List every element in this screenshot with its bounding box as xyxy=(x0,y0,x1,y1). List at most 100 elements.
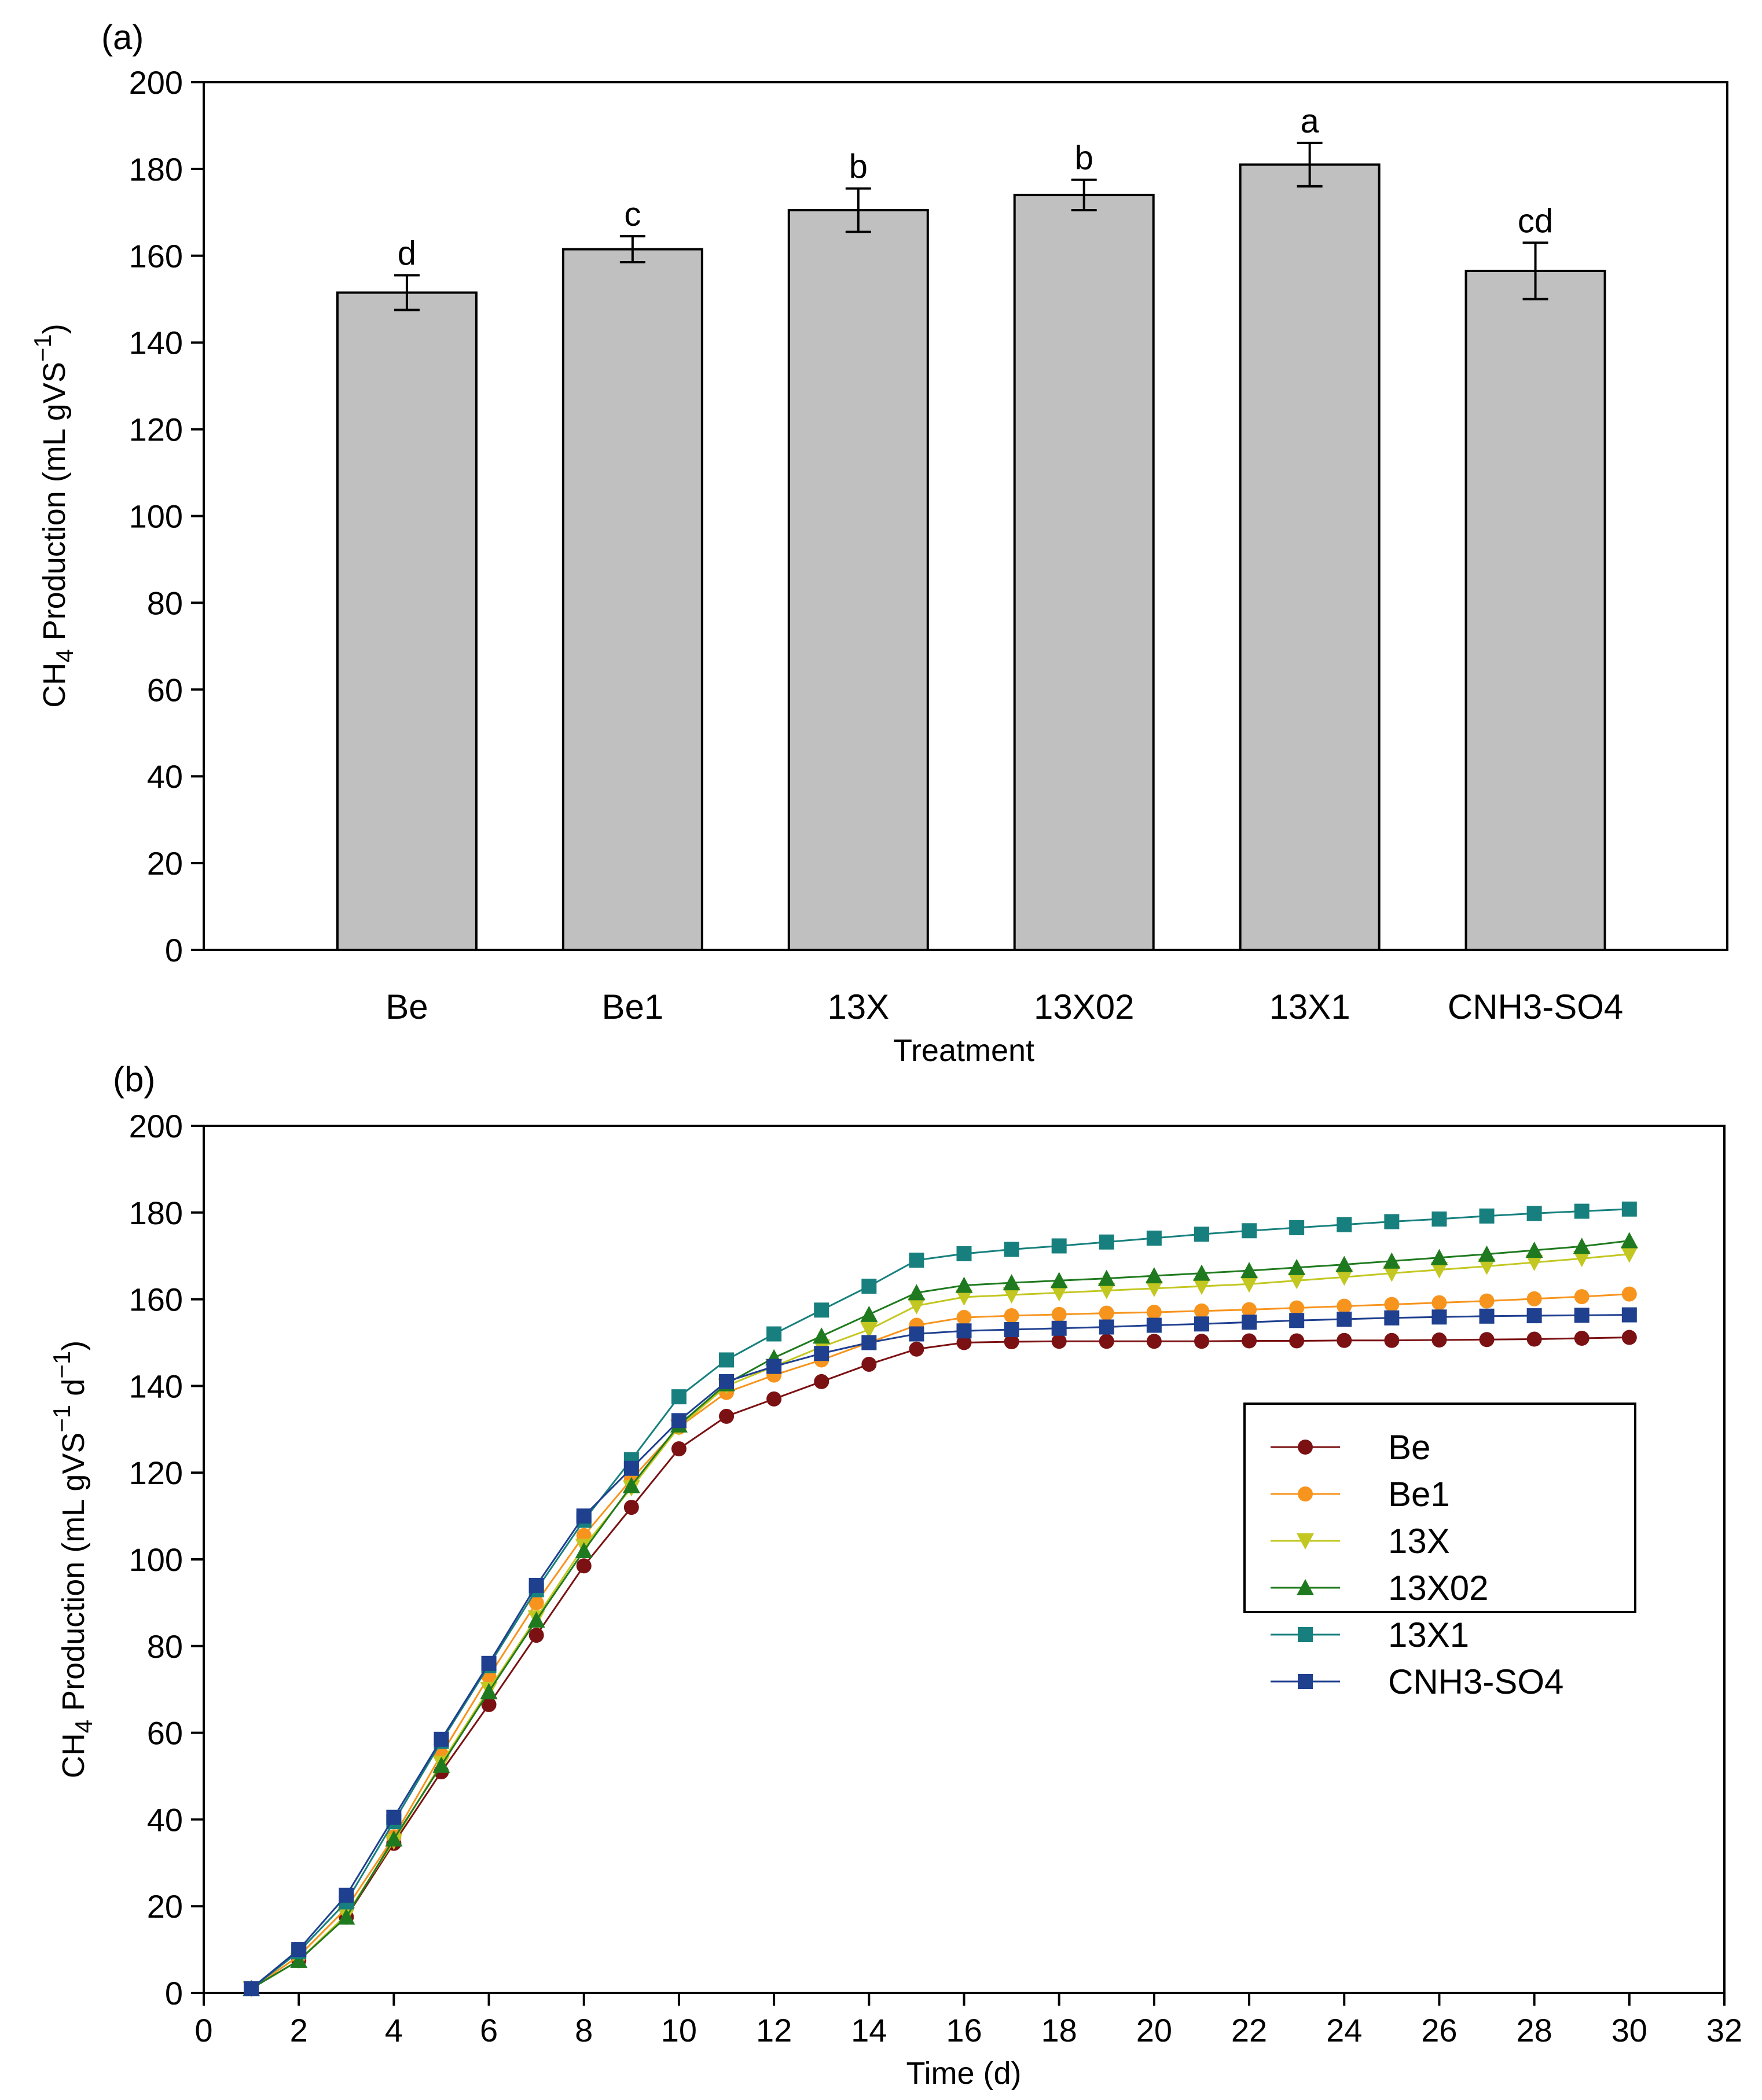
panel-b-y-tick-label: 20 xyxy=(147,1888,183,1925)
panel-b-y-tick-label: 200 xyxy=(129,1108,183,1144)
panel-a-y-axis-title: CH4 Production (mL gVS−1) xyxy=(29,324,78,707)
data-point xyxy=(1621,1201,1637,1217)
data-point xyxy=(481,1697,497,1712)
data-point xyxy=(1335,1269,1353,1286)
data-point xyxy=(1574,1203,1590,1219)
data-point xyxy=(1573,1251,1591,1268)
legend-box xyxy=(1243,1403,1636,1613)
data-point xyxy=(1146,1334,1162,1349)
data-point xyxy=(956,1246,972,1261)
bar xyxy=(336,291,478,952)
data-point xyxy=(1289,1333,1305,1349)
data-point xyxy=(1146,1317,1162,1333)
bar xyxy=(561,248,703,951)
legend-marker xyxy=(1297,1579,1314,1595)
data-point xyxy=(1097,1269,1115,1286)
bar xyxy=(1239,163,1381,951)
data-point xyxy=(1004,1242,1019,1257)
panel-b-series xyxy=(243,1201,1638,1998)
data-point xyxy=(1192,1279,1210,1295)
panel-a-category-label: CNH3-SO4 xyxy=(1448,987,1623,1026)
legend-label: 13X02 xyxy=(1388,1569,1489,1607)
data-point xyxy=(1621,1286,1637,1302)
data-point xyxy=(861,1279,877,1294)
data-point xyxy=(576,1508,592,1524)
panel-b-x-tick-label: 26 xyxy=(1421,2012,1457,2048)
data-point xyxy=(861,1335,877,1350)
panel-b-x-tick-label: 24 xyxy=(1326,2012,1362,2048)
legend-item: 13X1 xyxy=(1271,1616,1469,1654)
data-point xyxy=(956,1335,972,1350)
panel-a-category-label: 13X xyxy=(827,987,889,1026)
data-point xyxy=(623,1500,639,1515)
data-point xyxy=(861,1356,877,1372)
panel-b-y-tick-label: 140 xyxy=(129,1368,183,1404)
panel-b-x-tick-label: 4 xyxy=(385,2012,403,2048)
panel-b-x-tick-label: 30 xyxy=(1612,2012,1647,2048)
series-line xyxy=(251,1337,1629,1989)
data-point xyxy=(527,1611,545,1628)
panel-b-y-tick-label: 120 xyxy=(129,1455,183,1491)
panel-b-x-tick-label: 20 xyxy=(1136,2012,1172,2048)
data-point xyxy=(1337,1217,1352,1232)
data-point xyxy=(1479,1293,1495,1309)
data-point xyxy=(1337,1332,1352,1348)
data-point xyxy=(1242,1223,1257,1239)
series-line xyxy=(251,1314,1629,1989)
bar xyxy=(1013,193,1155,951)
series-line xyxy=(251,1253,1629,1989)
legend-marker xyxy=(1297,1533,1314,1550)
data-point xyxy=(244,1981,259,1996)
data-point xyxy=(575,1542,593,1559)
data-point xyxy=(1337,1312,1352,1327)
panel-a-y-axis: 0 20 40 60 80 100 120 140 160 180 200 xyxy=(129,64,204,968)
legend-marker xyxy=(1298,1486,1313,1501)
data-point xyxy=(622,1477,640,1493)
legend-item: 13X xyxy=(1271,1522,1450,1561)
data-point xyxy=(1384,1310,1400,1326)
data-point xyxy=(1289,1313,1305,1328)
series-be xyxy=(244,1330,1637,1996)
legend-label: 13X xyxy=(1388,1522,1450,1561)
data-point xyxy=(291,1942,307,1958)
data-point xyxy=(814,1302,829,1318)
data-point xyxy=(1384,1297,1400,1312)
data-point xyxy=(1430,1249,1448,1265)
panel-a-y-tick-label: 60 xyxy=(147,671,183,708)
data-point xyxy=(1620,1246,1638,1263)
data-point xyxy=(1335,1255,1353,1272)
legend-label: 13X1 xyxy=(1388,1616,1469,1654)
data-point xyxy=(1431,1332,1447,1348)
data-point xyxy=(1526,1291,1542,1306)
data-point xyxy=(1621,1307,1637,1323)
legend-label: Be1 xyxy=(1388,1475,1450,1514)
legend-label: CNH3-SO4 xyxy=(1388,1662,1563,1701)
panel-a-y-tick-label: 100 xyxy=(129,498,183,535)
panel-b-x-tick-label: 22 xyxy=(1231,2012,1267,2048)
data-point xyxy=(1384,1214,1400,1229)
series-line xyxy=(251,1293,1629,1989)
data-point xyxy=(432,1756,450,1773)
data-point xyxy=(1146,1230,1162,1246)
data-point xyxy=(1051,1320,1067,1336)
series-13x02 xyxy=(243,1232,1638,1996)
panel-b-x-tick-label: 0 xyxy=(194,2012,212,2048)
panel-b-x-axis: 0 2 4 6 8 10 12 14 16 18 20 22 24 26 28 30 32 xyxy=(194,1993,1742,2048)
data-point xyxy=(860,1322,878,1339)
panel-b-legend: Be Be1 13X 13X02 13X1 CNH3-SO4 xyxy=(1243,1403,1636,1701)
panel-a-y-tick-label: 140 xyxy=(129,325,183,361)
significance-letter: a xyxy=(1301,102,1320,140)
significance-letter: c xyxy=(624,196,641,233)
data-point xyxy=(1240,1262,1258,1279)
data-point xyxy=(1289,1300,1305,1316)
panel-b-y-tick-label: 40 xyxy=(147,1801,183,1838)
data-point xyxy=(1099,1334,1114,1349)
data-point xyxy=(1242,1315,1257,1330)
panel-b-x-tick-label: 12 xyxy=(756,2012,792,2048)
data-point xyxy=(1004,1308,1019,1324)
panel-a-y-tick-label: 40 xyxy=(147,758,183,795)
data-point xyxy=(1050,1272,1068,1288)
data-point xyxy=(766,1391,782,1407)
panel-a-y-tick-label: 120 xyxy=(129,412,183,448)
